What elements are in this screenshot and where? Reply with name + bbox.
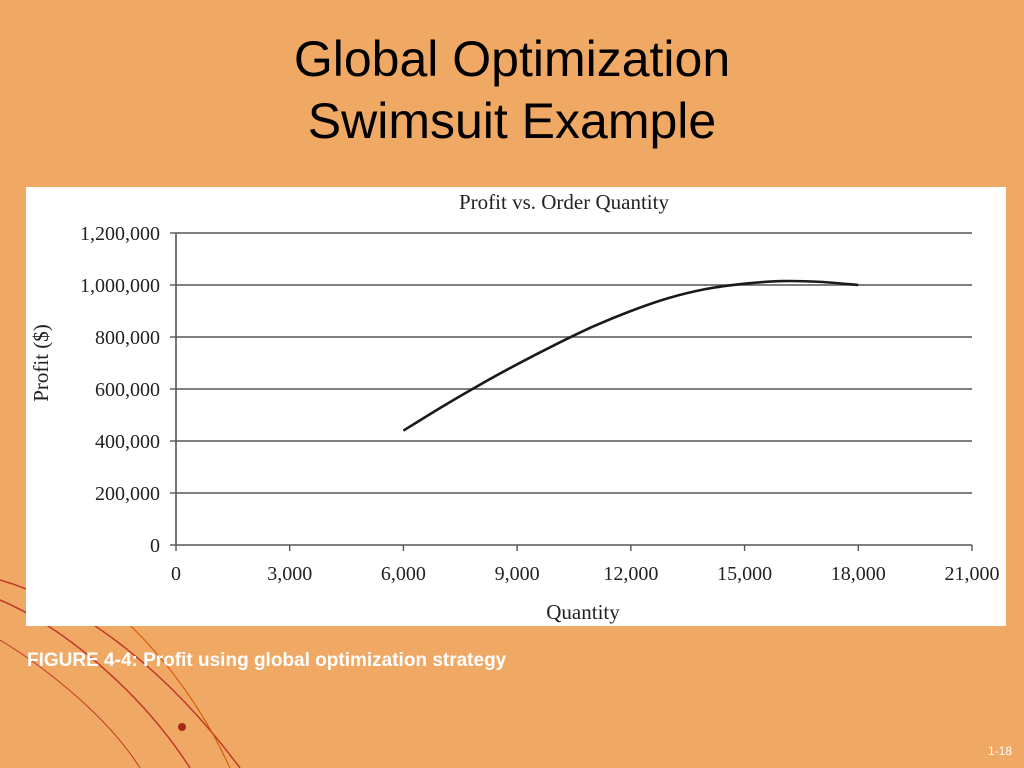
x-axis-label: Quantity — [546, 600, 620, 624]
y-tick-label: 0 — [150, 535, 160, 557]
y-tick-label: 400,000 — [95, 431, 160, 453]
chart-title: Profit vs. Order Quantity — [459, 190, 669, 214]
x-tick-label: 6,000 — [381, 563, 426, 585]
y-tick-label: 800,000 — [95, 327, 160, 349]
slide-number: 1-18 — [987, 744, 1012, 758]
y-tick-label: 1,200,000 — [80, 223, 160, 245]
slide-title-line1: Global Optimization — [293, 31, 731, 87]
y-tick-label: 200,000 — [95, 483, 160, 505]
chart-panel: Profit vs. Order Quantity Profit ($) Qua… — [26, 187, 1006, 626]
y-tick-label: 1,000,000 — [80, 275, 160, 297]
x-tick-label: 3,000 — [267, 563, 312, 585]
slide-title: Global Optimization Swimsuit Example — [0, 28, 1024, 152]
x-tick-label: 0 — [171, 563, 181, 585]
decorative-dot — [178, 723, 186, 731]
x-tick-label: 9,000 — [495, 563, 540, 585]
figure-caption: FIGURE 4-4: Profit using global optimiza… — [27, 650, 507, 671]
slide-title-line2: Swimsuit Example — [307, 93, 717, 149]
profit-chart: Profit vs. Order Quantity Profit ($) Qua… — [29, 190, 1000, 624]
x-tick-label: 18,000 — [831, 563, 886, 585]
x-tick-label: 15,000 — [717, 563, 772, 585]
x-tick-label: 21,000 — [945, 563, 1000, 585]
profit-series-line — [402, 279, 859, 432]
y-axis-label: Profit ($) — [29, 324, 53, 402]
y-tick-label: 600,000 — [95, 379, 160, 401]
x-tick-label: 12,000 — [603, 563, 658, 585]
